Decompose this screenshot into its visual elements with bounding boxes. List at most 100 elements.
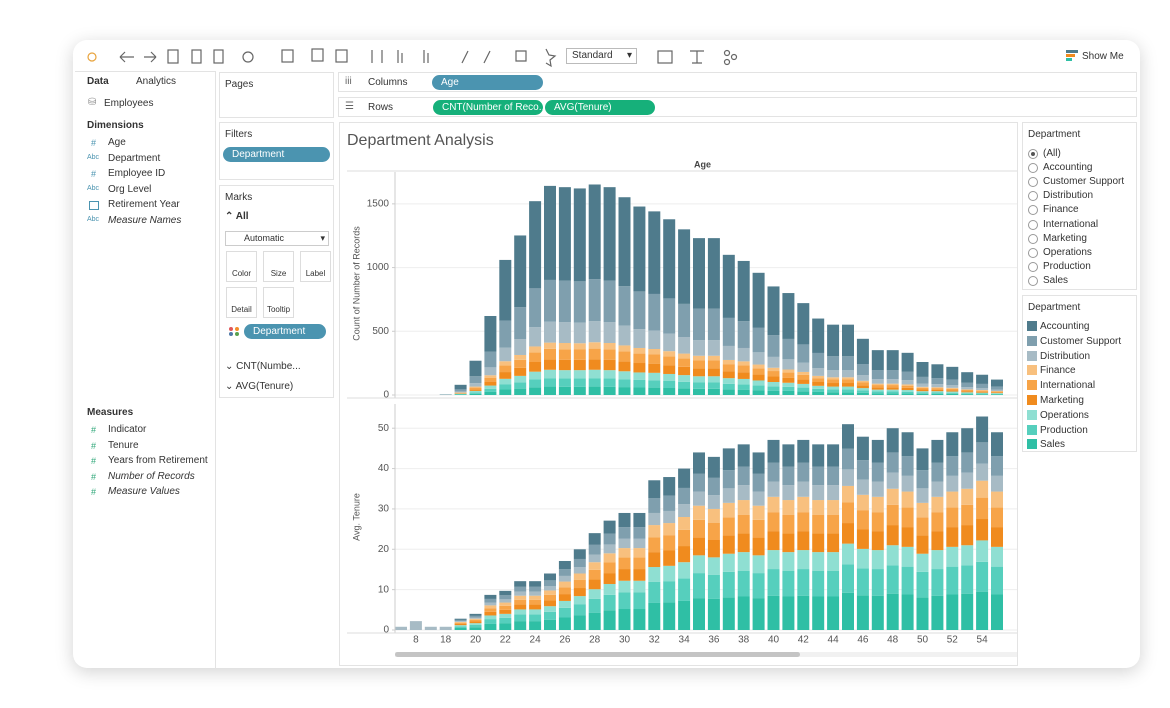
icon-shape (144, 52, 156, 62)
legend-label[interactable]: Accounting (1040, 321, 1089, 332)
bar-segment (782, 500, 794, 515)
bar-segment (902, 353, 914, 372)
field-name[interactable]: Years from Retirement (108, 455, 208, 466)
legend-label[interactable]: Production (1040, 425, 1088, 436)
legend-label[interactable]: International (1040, 380, 1095, 391)
legend-label[interactable]: Operations (1040, 410, 1089, 421)
bar-segment (827, 356, 839, 370)
radio[interactable] (1028, 276, 1038, 286)
calendar-icon (89, 201, 99, 210)
legend-label[interactable]: Finance (1040, 365, 1076, 376)
field-name[interactable]: Measure Names (108, 215, 181, 226)
bar-segment (678, 382, 690, 389)
field-name[interactable]: Retirement Year (108, 199, 180, 210)
field-name[interactable]: Number of Records (108, 471, 195, 482)
radio[interactable] (1028, 248, 1038, 258)
mark-measure[interactable]: ⌄ AVG(Tenure) (225, 381, 293, 392)
radio[interactable] (1028, 149, 1038, 159)
bar-segment (544, 595, 556, 601)
bar-segment (708, 389, 720, 395)
bar-segment (604, 370, 616, 378)
legend-card: Department AccountingCustomer SupportDis… (1022, 295, 1137, 452)
radio[interactable] (1028, 191, 1038, 201)
show-me[interactable]: Show Me (1082, 51, 1124, 62)
bar-segment (559, 601, 571, 608)
mark-button[interactable]: Label (300, 251, 331, 282)
bar-segment (917, 503, 929, 518)
filter-option[interactable]: (All) (1043, 148, 1061, 159)
bar-segment (797, 440, 809, 463)
bar-segment (499, 595, 511, 599)
bar-segment (648, 582, 660, 603)
radio[interactable] (1028, 177, 1038, 187)
bar-segment (857, 495, 869, 510)
filter-option[interactable]: Customer Support (1043, 176, 1124, 187)
bar-segment (455, 624, 467, 625)
bar-segment (723, 597, 735, 630)
color-pill[interactable]: Department (244, 324, 326, 339)
filter-option[interactable]: International (1043, 219, 1098, 230)
bar-segment (470, 619, 482, 620)
bar-segment (738, 444, 750, 466)
x-tick-label: 8 (413, 635, 419, 646)
mark-button[interactable]: Size (263, 251, 294, 282)
legend-label[interactable]: Marketing (1040, 395, 1084, 406)
tab-data[interactable]: Data (87, 76, 109, 87)
bar-segment (484, 605, 496, 608)
field-name[interactable]: Measure Values (108, 486, 180, 497)
bar-segment (604, 610, 616, 630)
field-name[interactable]: Org Level (108, 184, 151, 195)
bar-segment (961, 594, 973, 630)
field-name[interactable]: Department (108, 153, 160, 164)
filter-option[interactable]: Marketing (1043, 233, 1087, 244)
bar-segment (917, 392, 929, 393)
mark-type-dropdown[interactable]: Automatic▾ (225, 231, 329, 246)
bar-segment (961, 394, 973, 395)
radio[interactable] (1028, 262, 1038, 272)
filter-option[interactable]: Operations (1043, 247, 1092, 258)
bar-segment (961, 565, 973, 593)
bar-segment (738, 485, 750, 500)
filter-option[interactable]: Sales (1043, 275, 1068, 286)
mark-button[interactable]: Tooltip (263, 287, 294, 318)
tab-analytics[interactable]: Analytics (136, 76, 176, 87)
radio-dot (1031, 152, 1035, 156)
bar-segment (827, 597, 839, 630)
field-name[interactable]: Tenure (108, 440, 139, 451)
radio[interactable] (1028, 220, 1038, 230)
chart: Department Analysis 050010001500Count of… (339, 122, 1017, 665)
filter-option[interactable]: Production (1043, 261, 1091, 272)
row-pill[interactable]: AVG(Tenure) (545, 100, 655, 115)
filter-option[interactable]: Distribution (1043, 190, 1093, 201)
bar-segment (544, 580, 556, 586)
row-pill[interactable]: CNT(Number of Reco.. (433, 100, 543, 115)
filter-pill[interactable]: Department (223, 147, 330, 162)
field-icon: # (91, 169, 96, 179)
field-name[interactable]: Indicator (108, 424, 146, 435)
bar-segment (872, 393, 884, 395)
mark-measure[interactable]: ⌄ CNT(Numbe... (225, 361, 301, 372)
bar-segment (887, 428, 899, 452)
radio[interactable] (1028, 163, 1038, 173)
bar-segment (544, 280, 556, 322)
bar-segment (648, 603, 660, 630)
mark-button[interactable]: Color (226, 251, 257, 282)
field-name[interactable]: Age (108, 137, 126, 148)
bar-segment (931, 481, 943, 496)
legend-label[interactable]: Distribution (1040, 351, 1090, 362)
column-pill[interactable]: Age (432, 75, 543, 90)
radio[interactable] (1028, 234, 1038, 244)
radio[interactable] (1028, 205, 1038, 215)
filter-option[interactable]: Finance (1043, 204, 1079, 215)
legend-label[interactable]: Sales (1040, 439, 1065, 450)
mark-size-dropdown[interactable]: Standard▾ (566, 48, 637, 64)
marks-all[interactable]: ⌃ All (225, 211, 249, 222)
bar-segment (499, 361, 511, 365)
bar-segment (663, 381, 675, 388)
field-name[interactable]: Employee ID (108, 168, 165, 179)
datasource-name[interactable]: Employees (104, 98, 153, 109)
scrollbar-thumb[interactable] (395, 652, 800, 657)
filter-option[interactable]: Accounting (1043, 162, 1092, 173)
mark-button[interactable]: Detail (226, 287, 257, 318)
legend-label[interactable]: Customer Support (1040, 336, 1121, 347)
